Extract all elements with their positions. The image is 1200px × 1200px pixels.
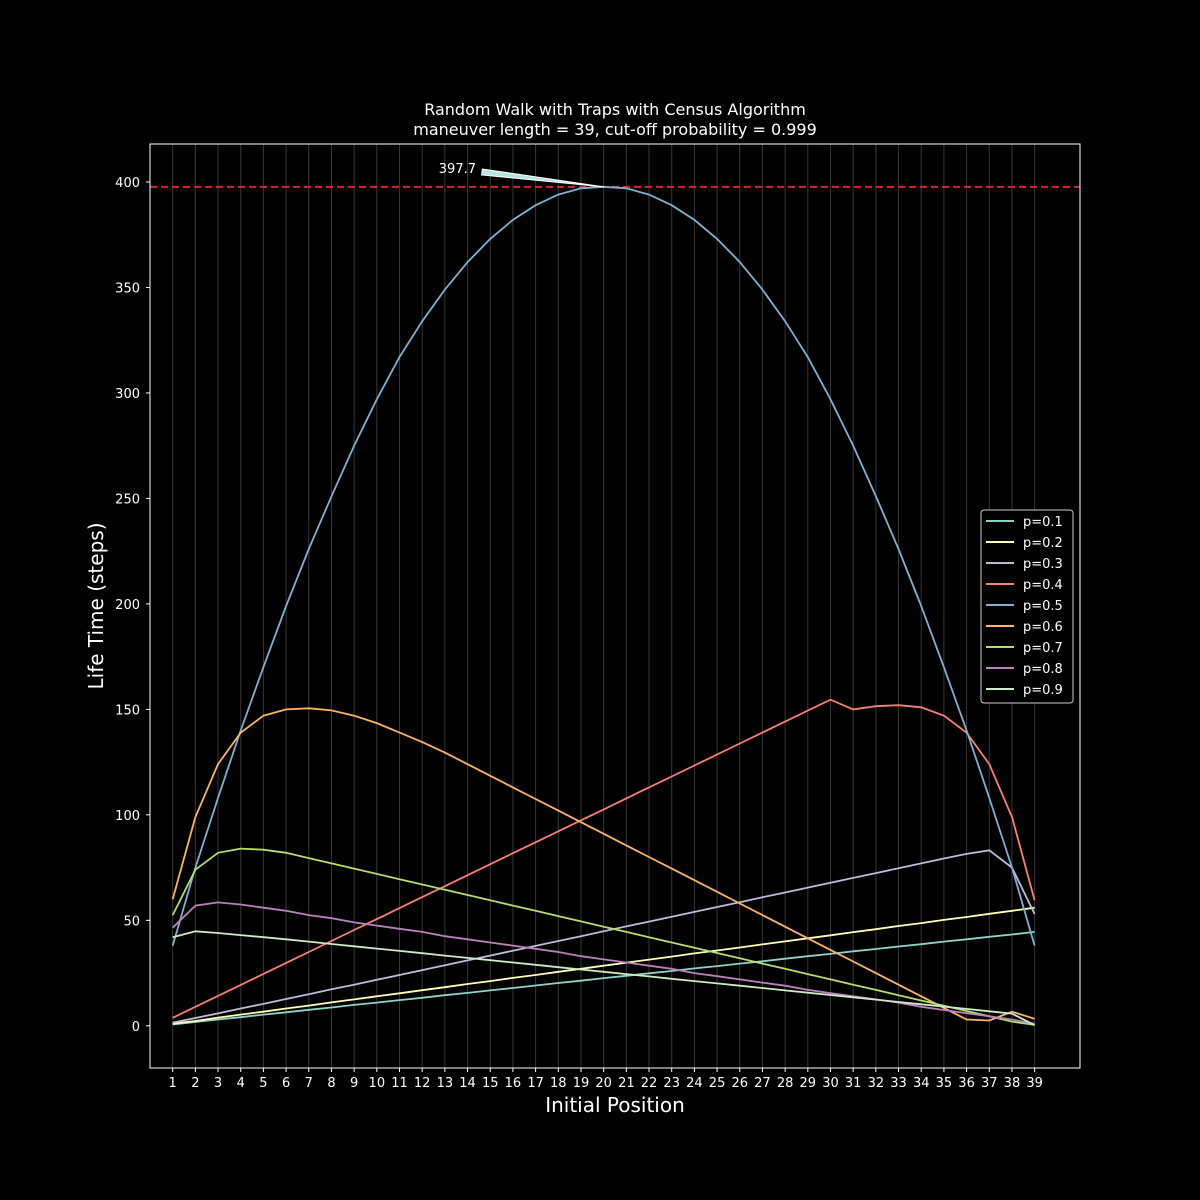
- annotation-layer: 397.7: [439, 162, 604, 188]
- x-tick-label: 20: [595, 1076, 612, 1091]
- x-tick-label: 29: [800, 1076, 817, 1091]
- series-line-p=0.5: [171, 185, 1036, 946]
- x-tick-label: 23: [663, 1076, 680, 1091]
- x-tick-label: 28: [777, 1076, 794, 1091]
- x-tick-label: 9: [350, 1076, 358, 1091]
- plot-frame: [149, 143, 1081, 1069]
- y-axis-label: Life Time (steps): [84, 523, 108, 690]
- y-tick-label: 300: [115, 387, 140, 402]
- grid-layer: [172, 144, 1036, 1068]
- series-line-p=0.3: [172, 849, 1036, 1024]
- x-tick-label: 10: [369, 1076, 386, 1091]
- x-tick-label: 17: [527, 1076, 544, 1091]
- x-tick-label: 16: [505, 1076, 522, 1091]
- y-axis-ticks: 0 50 100 150 200 250 300 350 400: [115, 176, 150, 1035]
- annotation-arrow: [481, 168, 604, 188]
- series-line-p=0.7: [171, 847, 1035, 1026]
- x-tick-label: 32: [868, 1076, 885, 1091]
- legend-label: p=0.3: [1023, 557, 1063, 572]
- x-tick-label: 38: [1004, 1076, 1021, 1091]
- legend-label: p=0.5: [1023, 599, 1063, 614]
- x-tick-label: 12: [414, 1076, 431, 1091]
- x-tick-label: 37: [981, 1076, 998, 1091]
- chart-title: Random Walk with Traps with Census Algor…: [424, 100, 806, 119]
- x-tick-label: 35: [936, 1076, 953, 1091]
- legend: p=0.1 p=0.2 p=0.3 p=0.4 p=0.5 p=0.6 p=0.7 p=0.8…: [980, 509, 1074, 704]
- y-tick-label: 100: [115, 809, 140, 824]
- legend-label: p=0.9: [1023, 683, 1063, 698]
- y-tick-label: 150: [115, 703, 140, 718]
- x-tick-label: 5: [259, 1076, 267, 1091]
- x-tick-label: 19: [573, 1076, 590, 1091]
- series-line-p=0.9: [172, 930, 1036, 1027]
- y-tick-label: 50: [123, 914, 140, 929]
- x-tick-label: 13: [437, 1076, 454, 1091]
- y-tick-label: 350: [115, 281, 140, 296]
- x-tick-label: 21: [618, 1076, 635, 1091]
- y-tick-label: 200: [115, 598, 140, 613]
- x-tick-label: 18: [550, 1076, 567, 1091]
- x-tick-label: 11: [391, 1076, 408, 1091]
- y-tick-label: 250: [115, 492, 140, 507]
- x-tick-label: 4: [237, 1076, 245, 1091]
- x-tick-label: 1: [169, 1076, 177, 1091]
- series-line-p=0.1: [172, 931, 1035, 1026]
- x-tick-label: 3: [214, 1076, 222, 1091]
- x-tick-label: 26: [731, 1076, 748, 1091]
- legend-label: p=0.4: [1023, 578, 1063, 593]
- x-tick-label: 36: [958, 1076, 975, 1091]
- x-tick-label: 30: [822, 1076, 839, 1091]
- series-line-p=0.4: [172, 698, 1036, 1019]
- x-tick-label: 8: [327, 1076, 335, 1091]
- x-axis-ticks: 1 2 3 4 5 6 7 8 9 10 11 12 13 14 15 16 17 18 19 20 21 22 23 24 2…: [169, 1068, 1043, 1091]
- x-tick-label: 31: [845, 1076, 862, 1091]
- x-tick-label: 33: [890, 1076, 907, 1091]
- legend-label: p=0.2: [1023, 536, 1063, 551]
- x-tick-label: 14: [459, 1076, 476, 1091]
- series-layer: [171, 185, 1036, 1027]
- legend-label: p=0.8: [1023, 662, 1063, 677]
- legend-label: p=0.7: [1023, 641, 1063, 656]
- x-tick-label: 25: [709, 1076, 726, 1091]
- series-line-p=0.2: [172, 906, 1035, 1025]
- x-tick-label: 2: [191, 1076, 199, 1091]
- annotation-label: 397.7: [439, 162, 476, 177]
- x-tick-label: 34: [913, 1076, 930, 1091]
- x-tick-label: 27: [754, 1076, 771, 1091]
- x-tick-label: 7: [305, 1076, 313, 1091]
- x-tick-label: 39: [1026, 1076, 1043, 1091]
- x-tick-label: 6: [282, 1076, 290, 1091]
- series-line-p=0.6: [171, 707, 1035, 1022]
- x-tick-label: 22: [641, 1076, 658, 1091]
- y-tick-label: 400: [115, 176, 140, 191]
- x-tick-label: 15: [482, 1076, 499, 1091]
- legend-label: p=0.1: [1023, 515, 1063, 530]
- x-tick-label: 24: [686, 1076, 703, 1091]
- x-axis-label: Initial Position: [545, 1093, 685, 1117]
- y-tick-label: 0: [132, 1020, 140, 1035]
- chart-subtitle: maneuver length = 39, cut-off probabilit…: [413, 120, 817, 139]
- legend-label: p=0.6: [1023, 620, 1063, 635]
- legend-box: [980, 509, 1074, 704]
